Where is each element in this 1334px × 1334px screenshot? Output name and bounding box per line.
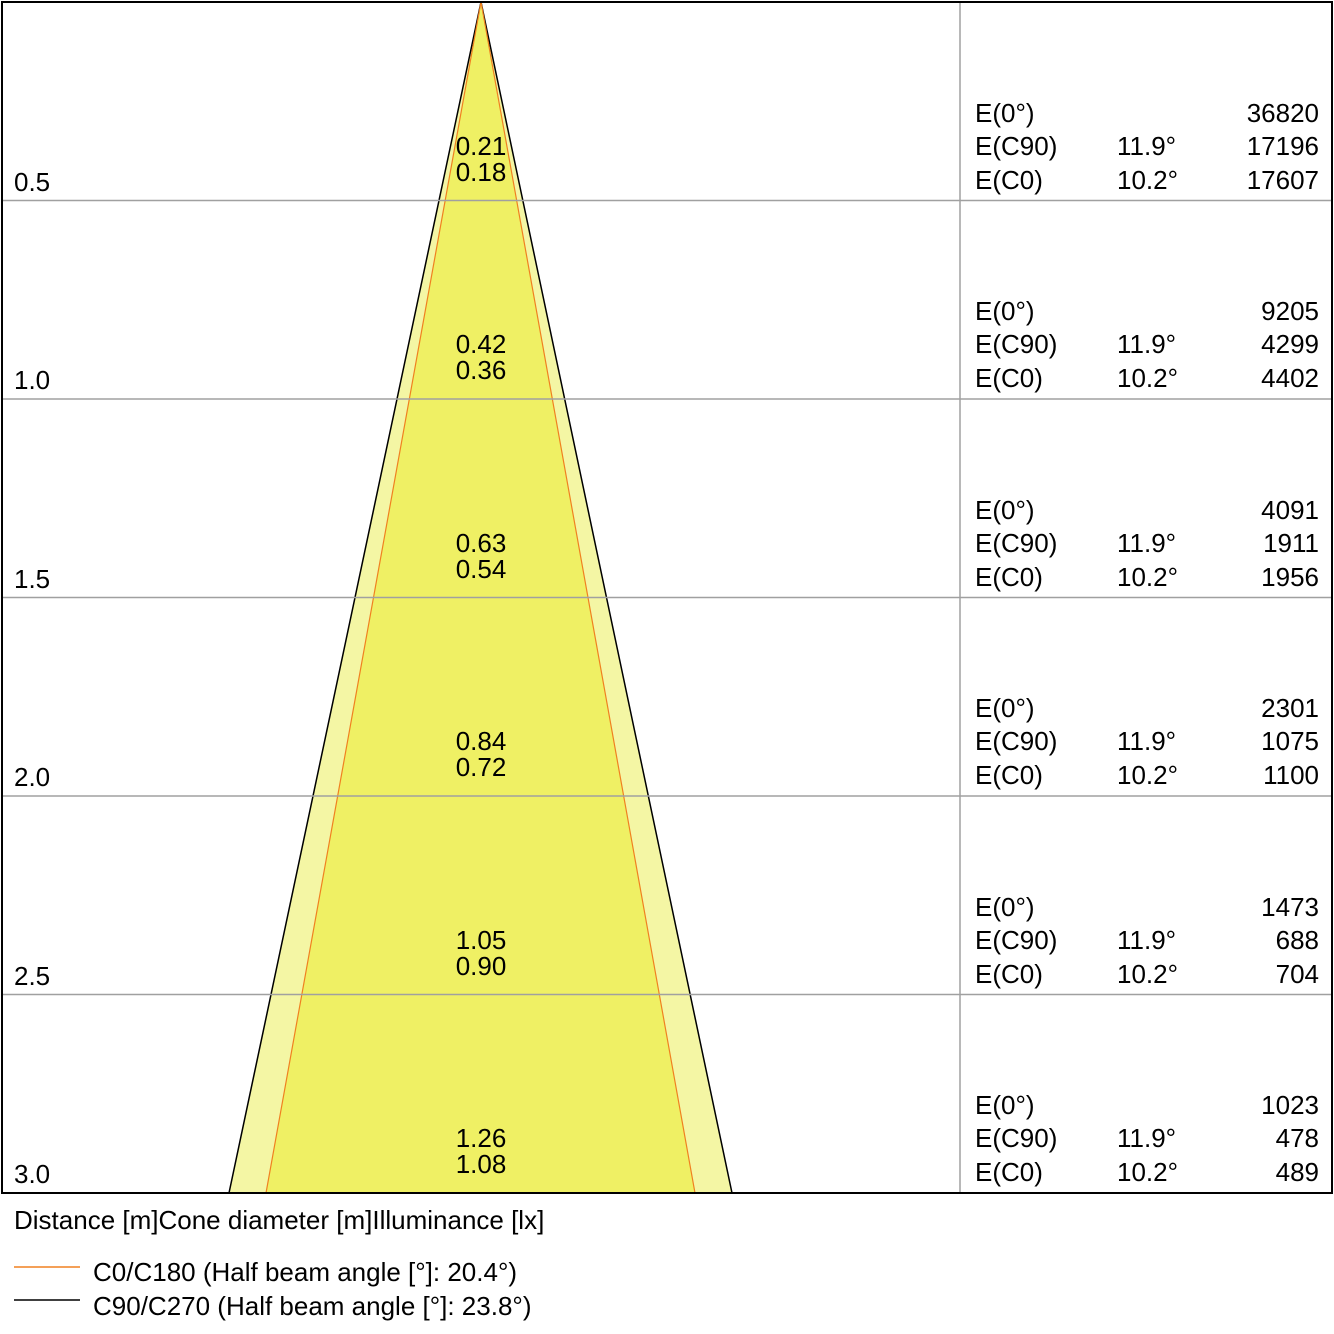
c90-diameter: 0.21 [455, 130, 507, 161]
ec90-angle: 11.9° [1117, 527, 1177, 558]
ec0-angle: 10.2° [1117, 760, 1179, 790]
e0-label: E(0°) [975, 693, 1035, 723]
legend-c0-label: C0/C180 (Half beam angle [°]: 20.4°) [93, 1257, 518, 1287]
c90-diameter: 0.63 [455, 527, 507, 558]
e0-value: 4091 [1261, 494, 1319, 525]
ec0-value: 489 [1275, 1157, 1319, 1187]
c90-diameter: 1.26 [455, 1123, 507, 1153]
c0-diameter: 0.90 [455, 950, 507, 981]
ec90-angle: 11.9° [1117, 924, 1177, 955]
c0-diameter: 0.72 [455, 752, 507, 782]
distance-label: 1.0 [14, 365, 51, 395]
ec90-value: 1075 [1261, 726, 1319, 756]
ec90-angle: 11.9° [1117, 329, 1177, 359]
ec0-label: E(C0) [975, 958, 1043, 989]
c0-diameter: 1.08 [455, 1149, 507, 1179]
ec90-value: 478 [1275, 1123, 1319, 1153]
c0-diameter: 0.54 [455, 553, 507, 584]
distance-label: 3.0 [14, 1159, 51, 1189]
e0-label: E(0°) [975, 296, 1035, 326]
distance-label: 2.5 [14, 960, 51, 991]
ec90-value: 688 [1275, 924, 1319, 955]
ec0-angle: 10.2° [1117, 561, 1179, 592]
distance-label: 2.0 [14, 762, 51, 792]
ec0-label: E(C0) [975, 1157, 1043, 1187]
distance-label: 0.5 [14, 166, 51, 197]
ec90-value: 1911 [1263, 527, 1319, 558]
distance-label: 1.5 [14, 563, 51, 594]
e0-value: 36820 [1246, 97, 1319, 128]
c90-diameter: 1.05 [455, 924, 507, 955]
header-caption: Distance [m]Cone diameter [m]Illuminance… [14, 1205, 545, 1235]
ec90-value: 17196 [1246, 130, 1319, 161]
ec90-label: E(C90) [975, 924, 1058, 955]
ec0-label: E(C0) [975, 363, 1043, 393]
ec90-label: E(C90) [975, 329, 1058, 359]
ec0-angle: 10.2° [1117, 363, 1179, 393]
ec0-angle: 10.2° [1117, 164, 1179, 195]
ec0-value: 1100 [1263, 760, 1319, 790]
ec0-angle: 10.2° [1117, 958, 1179, 989]
ec0-angle: 10.2° [1117, 1157, 1179, 1187]
ec90-angle: 11.9° [1117, 1123, 1177, 1153]
ec0-value: 1956 [1261, 561, 1319, 592]
e0-label: E(0°) [975, 891, 1035, 922]
ec0-value: 17607 [1246, 164, 1319, 195]
ec90-label: E(C90) [975, 130, 1058, 161]
ec90-label: E(C90) [975, 527, 1058, 558]
e0-value: 9205 [1261, 296, 1319, 326]
ec90-angle: 11.9° [1117, 726, 1177, 756]
c0-diameter: 0.36 [455, 355, 507, 385]
ec0-value: 4402 [1261, 363, 1319, 393]
e0-value: 1473 [1261, 891, 1319, 922]
c90-diameter: 0.84 [455, 726, 507, 756]
ec90-label: E(C90) [975, 1123, 1058, 1153]
e0-label: E(0°) [975, 1090, 1035, 1120]
c90-diameter: 0.42 [455, 329, 507, 359]
e0-label: E(0°) [975, 97, 1035, 128]
e0-value: 2301 [1261, 693, 1319, 723]
ec0-label: E(C0) [975, 164, 1043, 195]
ec90-angle: 11.9° [1117, 130, 1177, 161]
legend-c90-label: C90/C270 (Half beam angle [°]: 23.8°) [93, 1291, 532, 1321]
c0-diameter: 0.18 [455, 156, 507, 187]
ec0-value: 704 [1275, 958, 1319, 989]
e0-value: 1023 [1261, 1090, 1319, 1120]
ec90-label: E(C90) [975, 726, 1058, 756]
ec90-value: 4299 [1261, 329, 1319, 359]
e0-label: E(0°) [975, 494, 1035, 525]
frame [1, 1, 1333, 1194]
ec0-label: E(C0) [975, 760, 1043, 790]
ec0-label: E(C0) [975, 561, 1043, 592]
